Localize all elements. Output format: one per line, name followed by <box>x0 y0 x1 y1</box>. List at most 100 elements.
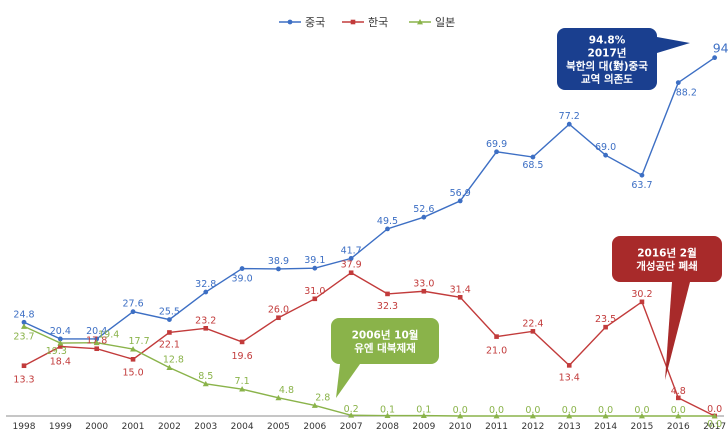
series-1-point <box>203 326 209 331</box>
series-1-point <box>58 344 63 349</box>
data-label-2: 8.5 <box>198 371 213 382</box>
data-label-2: 0.0 <box>525 405 540 416</box>
series-1-point <box>676 395 681 401</box>
series-0-point <box>712 55 718 61</box>
legend-marker-2 <box>417 19 423 25</box>
data-label-0: 52.6 <box>413 204 434 215</box>
series-0-point <box>94 336 100 342</box>
callout-tail-gaesong-2016 <box>665 282 690 380</box>
x-tick-label: 2007 <box>340 422 363 432</box>
data-label-1: 31.4 <box>450 284 471 295</box>
data-label-1: 32.3 <box>377 301 398 312</box>
series-1-point <box>276 315 281 321</box>
data-label-1: 22.1 <box>159 339 180 350</box>
series-1-point <box>94 346 99 352</box>
legend-label-2: 일본 <box>435 15 455 29</box>
x-tick-label: 2003 <box>194 422 217 432</box>
callout-text-un-2006: 유엔 대북제재 <box>354 342 416 355</box>
x-tick-label: 2015 <box>630 422 653 432</box>
data-label-2: 0.0 <box>562 405 577 416</box>
data-label-0: 24.8 <box>13 309 34 320</box>
data-label-1: 26.0 <box>268 305 289 316</box>
data-label-0: 69.9 <box>486 139 507 150</box>
series-2-point <box>348 412 355 418</box>
series-0-point <box>385 226 390 232</box>
data-label-0: 49.5 <box>377 216 398 227</box>
data-label-1: 22.4 <box>522 318 543 329</box>
series-0-point <box>276 266 281 272</box>
x-axis: 1998 1999 2000 2001 2002 2003 2004 2005 2006 2007… <box>6 415 726 432</box>
callout-tail-china-2017 <box>657 37 690 53</box>
series-2-point <box>21 323 27 329</box>
series-1-point <box>603 324 608 330</box>
series-2-point <box>93 339 100 346</box>
data-label-2: 0.2 <box>344 404 359 415</box>
callout-tail-un-2006 <box>336 364 360 398</box>
series-0-point <box>457 198 463 204</box>
legend: 중국 한국 일본 <box>279 15 455 29</box>
data-label-1: 13.4 <box>559 372 580 383</box>
data-labels: 24.8 20.4 20.4 27.6 25.5 32.8 39.0 38.9 39.1 41.7… <box>13 41 728 430</box>
data-label-0: 56.9 <box>450 188 471 199</box>
data-label-0: 27.6 <box>122 299 143 310</box>
x-tick-label: 1998 <box>13 422 36 432</box>
series-1-point <box>239 339 245 345</box>
data-label-0: 20.4 <box>50 326 71 337</box>
series-0-point <box>21 319 27 325</box>
series-2-point <box>602 413 609 419</box>
x-tick-label: 2001 <box>122 422 145 432</box>
callout-box-un-2006 <box>331 318 439 364</box>
data-label-2: 0.0 <box>489 405 504 416</box>
data-label-1: 23.5 <box>595 314 616 325</box>
legend-label-0: 중국 <box>305 16 325 29</box>
series-2-point <box>275 394 282 401</box>
series-1-point <box>566 363 572 368</box>
callout-text-china-2017: 94.8% <box>589 35 626 47</box>
data-label-1: 37.9 <box>341 260 362 271</box>
series-2-point <box>239 386 246 392</box>
data-label-2: 0.0 <box>598 405 613 416</box>
series-0-point <box>494 149 499 155</box>
legend-marker-0 <box>287 19 293 25</box>
callout-text-china-2017: 2017년 <box>588 47 627 60</box>
x-tick-label: 2000 <box>85 422 108 432</box>
series-0-point <box>421 214 427 220</box>
data-label-1: 17.8 <box>86 336 107 347</box>
series-2-point <box>493 413 500 419</box>
series-2-point <box>57 340 64 346</box>
legend-label-1: 한국 <box>368 16 388 29</box>
data-label-2: 0.0 <box>634 405 649 416</box>
series-2-point <box>675 413 682 419</box>
series-2-point <box>130 346 137 352</box>
data-label-1: 33.0 <box>413 278 434 289</box>
data-label-1: 30.2 <box>631 289 652 300</box>
data-label-0: 68.5 <box>522 160 543 171</box>
data-label-2: 0.1 <box>416 405 431 416</box>
data-label-2: 0.1 <box>380 405 395 416</box>
data-label-2: 7.1 <box>235 376 250 387</box>
series-2-point <box>311 402 318 408</box>
series-0-point <box>312 265 318 271</box>
data-label-1: 13.3 <box>13 375 34 386</box>
data-label-1: 0.0 <box>707 404 722 415</box>
data-label-1: 19.6 <box>232 351 253 362</box>
data-label-2: 0.0 <box>453 405 468 416</box>
data-label-2: 0.0 <box>671 405 686 416</box>
data-label-1: 15.0 <box>122 367 143 378</box>
series-0-point <box>348 255 354 261</box>
x-tick-label: 2002 <box>158 422 181 432</box>
series-1-point <box>312 296 318 302</box>
series-0-point <box>603 152 608 158</box>
series-2-point <box>202 380 209 387</box>
series-1-point <box>639 299 645 305</box>
data-label-0: 88.2 <box>676 88 697 99</box>
x-tick-label: 2013 <box>558 422 581 432</box>
data-label-1: 4.8 <box>671 386 686 397</box>
data-label-0: 32.8 <box>195 279 216 290</box>
series-1-point <box>130 357 136 362</box>
x-tick-label: 2008 <box>376 422 399 432</box>
legend-marker-1 <box>350 19 356 25</box>
series-1-point <box>421 288 427 294</box>
